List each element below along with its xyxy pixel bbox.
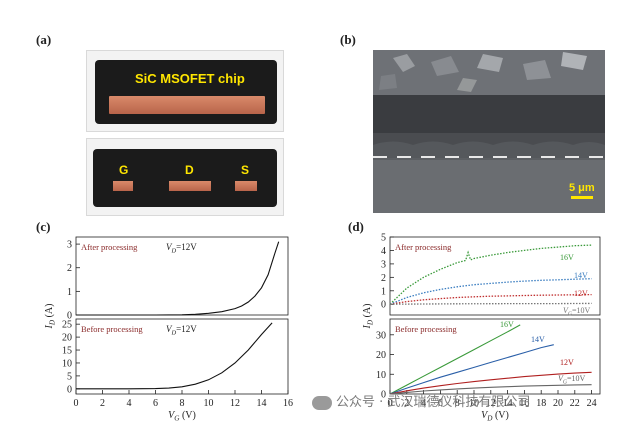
c-top-condition: VD=12V xyxy=(166,242,197,255)
chip-photo-top: SiC MSOFET chip xyxy=(86,50,284,132)
c-bottom-xtick-label: 12 xyxy=(230,398,240,409)
d-top-curve-label: 14V xyxy=(574,271,588,280)
chip-photo-bottom: G D S xyxy=(86,138,284,216)
scale-bar xyxy=(571,196,593,199)
d-bottom-ytick-label: 20 xyxy=(376,350,386,361)
c-bottom-xtick-label: 6 xyxy=(153,398,158,409)
c-bottom-xtick-label: 4 xyxy=(127,398,132,409)
d-bottom-xtick-label: 8 xyxy=(455,398,460,409)
d-bottom-ytick-label: 30 xyxy=(376,330,386,341)
d-bottom-ytick-label: 0 xyxy=(381,390,386,401)
panel-d-label: (d) xyxy=(348,219,364,234)
chip-title-text: SiC MSOFET chip xyxy=(135,71,245,86)
c-ylabel: ID (A) xyxy=(44,304,57,330)
d-bottom-curve-label: 16V xyxy=(500,320,514,329)
c-bottom-xtick-label: 2 xyxy=(100,398,105,409)
d-bottom-curve-label: VG=10V xyxy=(558,374,586,386)
c-bottom-ytick-label: 0 xyxy=(67,384,72,395)
c-bottom-series-transfer xyxy=(76,322,273,390)
d-bottom-xtick-label: 6 xyxy=(438,398,443,409)
pin-label-source: S xyxy=(241,163,250,177)
c-bottom-ytick-label: 10 xyxy=(62,358,72,369)
c-bottom-xtick-label: 14 xyxy=(257,398,267,409)
d-top-series-12v xyxy=(389,293,592,305)
d-bottom-series-12v xyxy=(389,371,592,395)
d-top-series-14v xyxy=(389,278,592,305)
c-top-ytick-label: 0 xyxy=(67,311,72,322)
panel-b-label: (b) xyxy=(340,32,356,47)
wechat-icon xyxy=(312,395,332,410)
source-pad xyxy=(235,181,257,191)
d-bottom-xtick-label: 0 xyxy=(388,398,393,409)
d-bottom-xtick-label: 14 xyxy=(503,398,513,409)
d-bottom-curve-label: 12V xyxy=(560,358,574,367)
gate-pad xyxy=(113,181,133,191)
copper-pad-strip xyxy=(109,96,265,114)
d-bottom-xtick-label: 22 xyxy=(570,398,580,409)
d-bottom-frame xyxy=(389,318,601,395)
pin-label-drain: D xyxy=(185,163,194,177)
d-top-ytick-label: 0 xyxy=(381,300,386,311)
c-bottom-xtick-label: 10 xyxy=(204,398,214,409)
d-bottom-xtick-label: 18 xyxy=(536,398,546,409)
panel-a-label: (a) xyxy=(36,32,52,47)
d-top-curve-label: VG=10V xyxy=(563,306,591,318)
watermark-text: 公众号 · 武汉瑞德仪科技有限公司 xyxy=(336,395,531,410)
scale-bar-label: 5 μm xyxy=(569,182,595,194)
d-bottom-xtick-label: 12 xyxy=(486,398,496,409)
drain-pad xyxy=(169,181,211,191)
d-bottom-xtick-label: 20 xyxy=(553,398,563,409)
d-bottom-xtick-label: 2 xyxy=(404,398,409,409)
c-bottom-xtick-label: 0 xyxy=(74,398,79,409)
watermark: 公众号 · 武汉瑞德仪科技有限公司 xyxy=(312,391,530,410)
c-bottom-xtick-label: 16 xyxy=(283,398,293,409)
d-top-series-10v xyxy=(389,302,592,305)
panel-c-label: (c) xyxy=(36,219,51,234)
d-bottom-xtick-label: 16 xyxy=(519,398,529,409)
d-top-ytick-label: 3 xyxy=(381,259,386,270)
d-bottom-series-10v xyxy=(389,384,592,395)
d-bottom-curve-label: 14V xyxy=(531,335,545,344)
chip-body-top: SiC MSOFET chip xyxy=(95,60,277,124)
d-bottom-xtick-label: 4 xyxy=(421,398,426,409)
d-bottom-ytick-label: 10 xyxy=(376,370,386,381)
c-top-ytick-label: 1 xyxy=(67,287,72,298)
c-bottom-annotation: Before processing xyxy=(81,324,143,334)
d-top-ytick-label: 1 xyxy=(381,286,386,297)
c-bottom-xlabel: VG (V) xyxy=(168,410,196,423)
c-bottom-condition: VD=12V xyxy=(166,324,197,337)
d-bottom-series-14v xyxy=(389,344,554,395)
d-top-ytick-label: 5 xyxy=(381,233,386,244)
sem-cross-section: 5 μm xyxy=(373,50,605,213)
pin-label-gate: G xyxy=(119,163,129,177)
c-bottom-ytick-label: 15 xyxy=(62,346,72,357)
c-top-annotation: After processing xyxy=(81,242,138,252)
d-ylabel: ID (A) xyxy=(362,304,375,330)
c-top-ytick-label: 3 xyxy=(67,240,72,251)
sem-texture xyxy=(373,50,605,213)
d-top-ytick-label: 2 xyxy=(381,273,386,284)
chip-body-bottom: G D S xyxy=(93,149,277,207)
d-top-annotation: After processing xyxy=(395,242,452,252)
c-top-ytick-label: 2 xyxy=(67,263,72,274)
d-top-curve-label: 12V xyxy=(574,289,588,298)
c-bottom-xtick-label: 8 xyxy=(180,398,185,409)
d-bottom-series-16v xyxy=(389,324,521,395)
c-bottom-ytick-label: 25 xyxy=(62,320,72,331)
d-bottom-xlabel: VD (V) xyxy=(481,410,509,423)
d-top-frame xyxy=(389,236,601,316)
c-top-series-transfer xyxy=(76,241,280,316)
c-bottom-ytick-label: 5 xyxy=(67,371,72,382)
d-top-ytick-label: 4 xyxy=(381,246,386,257)
c-bottom-ytick-label: 20 xyxy=(62,333,72,344)
d-bottom-xtick-label: 24 xyxy=(587,398,597,409)
d-bottom-annotation: Before processing xyxy=(395,324,457,334)
d-bottom-xtick-label: 10 xyxy=(469,398,479,409)
d-top-curve-label: 16V xyxy=(560,253,574,262)
